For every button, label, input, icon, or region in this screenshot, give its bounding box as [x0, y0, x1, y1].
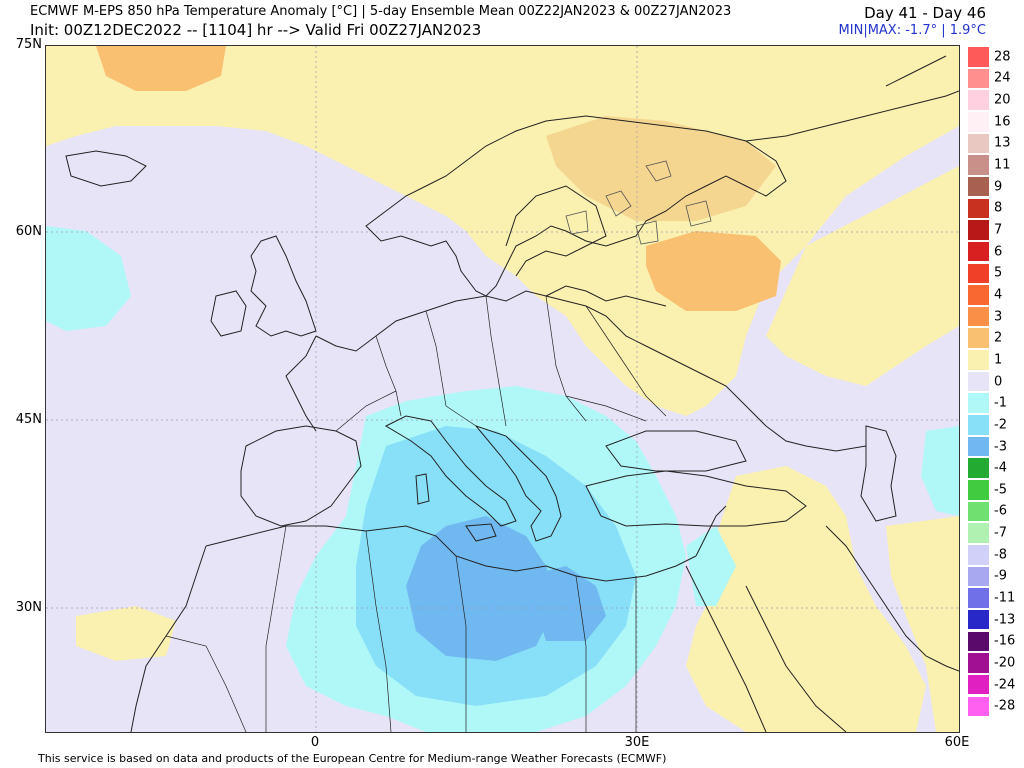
lat-label-60n: 60N — [15, 224, 42, 239]
colorbar-label: -24 — [994, 677, 1016, 693]
colorbar-cell — [967, 132, 990, 155]
colorbar-label: -11 — [994, 590, 1016, 606]
colorbar-cell — [967, 500, 990, 523]
colorbar-cell — [967, 435, 990, 458]
lon-label-30e: 30E — [624, 735, 650, 750]
colorbar-cell — [967, 154, 990, 176]
cold-area-core-east — [526, 566, 606, 641]
day-range: Day 41 - Day 46 — [864, 4, 986, 22]
colorbar-label: 9 — [994, 179, 1003, 195]
cold-area-east — [921, 426, 959, 516]
colorbar-cell — [967, 608, 990, 631]
colorbar-label: 0 — [994, 374, 1003, 390]
colorbar-label: 4 — [994, 287, 1003, 303]
warm-spot-scandinavia — [546, 116, 776, 221]
colorbar-cell — [967, 370, 990, 393]
colorbar-label: -16 — [994, 633, 1016, 649]
footer-credit: This service is based on data and produc… — [38, 752, 667, 765]
colorbar-label: 7 — [994, 222, 1003, 238]
country-borders — [165, 295, 667, 732]
warm-area-atlantic-south — [76, 606, 176, 661]
graticule — [46, 46, 959, 732]
colorbar-cell — [967, 305, 990, 328]
warm-area-far-east — [886, 516, 959, 732]
colorbar-cell — [967, 197, 990, 220]
colorbar-label: 3 — [994, 309, 1003, 325]
colorbar-label: -13 — [994, 612, 1016, 628]
colorbar-cell — [967, 414, 990, 436]
colorbar-label: 6 — [994, 244, 1003, 260]
colorbar-label: 8 — [994, 200, 1003, 216]
colorbar-cell — [967, 219, 990, 241]
colorbar-cell — [967, 46, 990, 68]
colorbar-cell — [967, 630, 990, 653]
warm-area-east — [766, 166, 959, 386]
colorbar-cell — [967, 543, 990, 566]
colorbar-cell — [967, 695, 990, 718]
colorbar-label: 11 — [994, 157, 1011, 173]
colorbar-cell — [967, 565, 990, 588]
colorbar-label: 1 — [994, 352, 1003, 368]
cold-area-atlantic-west — [46, 226, 131, 331]
init-info: Init: 00Z12DEC2022 -- [1104] hr --> Vali… — [30, 21, 482, 39]
colorbar-label: 2 — [994, 330, 1003, 346]
colorbar-cell — [967, 652, 990, 674]
lat-label-45n: 45N — [15, 412, 42, 427]
colorbar-cell — [967, 349, 990, 371]
colorbar-label: -7 — [994, 525, 1007, 541]
colorbar-label: 13 — [994, 135, 1011, 151]
chart-title: ECMWF M-EPS 850 hPa Temperature Anomaly … — [30, 4, 732, 19]
colorbar-cell — [967, 110, 990, 133]
colorbar-cell — [967, 327, 990, 350]
lat-label-75n: 75N — [15, 37, 42, 52]
lat-label-30n: 30N — [15, 600, 42, 615]
colorbar-label: -20 — [994, 655, 1016, 671]
colorbar-cell — [967, 522, 990, 544]
lakes — [565, 160, 712, 245]
colorbar-label: 16 — [994, 114, 1011, 130]
colorbar-label: 5 — [994, 265, 1003, 281]
colorbar-cell — [967, 479, 990, 501]
colorbar-label: 24 — [994, 70, 1011, 86]
colorbar-label: -9 — [994, 568, 1007, 584]
min-max-readout: MIN|MAX: -1.7° | 1.9°C — [838, 23, 986, 38]
warm-area-middle-east — [686, 466, 926, 732]
lon-label-0: 0 — [310, 735, 320, 750]
colorbar-label: -6 — [994, 503, 1007, 519]
colorbar-label: -3 — [994, 439, 1007, 455]
colorbar-cell — [967, 175, 990, 198]
colorbar-cell — [967, 89, 990, 111]
colorbar-cell — [967, 587, 990, 609]
anomaly-map — [45, 45, 960, 733]
colorbar-label: 28 — [994, 49, 1011, 65]
colorbar-cell — [967, 67, 990, 90]
colorbar-cell — [967, 673, 990, 696]
colorbar-cell — [967, 457, 990, 479]
colorbar-label: -28 — [994, 698, 1016, 714]
colorbar-label: 20 — [994, 92, 1011, 108]
coastlines — [65, 55, 959, 732]
colorbar-label: -2 — [994, 417, 1007, 433]
warm-spot-russia — [646, 231, 781, 311]
colorbar-cell — [967, 392, 990, 414]
colorbar-cell — [967, 284, 990, 306]
lon-label-60e: 60E — [944, 735, 970, 750]
cold-area-nile — [686, 526, 736, 606]
colorbar-label: -1 — [994, 395, 1007, 411]
colorbar-label: -4 — [994, 460, 1007, 476]
warm-spot-norwegian-sea — [96, 46, 226, 91]
colorbar-cell — [967, 262, 990, 285]
map-canvas — [46, 46, 959, 732]
colorbar-label: -8 — [994, 547, 1007, 563]
colorbar-label: -5 — [994, 482, 1007, 498]
cold-area-core — [406, 516, 556, 661]
colorbar-cell — [967, 240, 990, 263]
